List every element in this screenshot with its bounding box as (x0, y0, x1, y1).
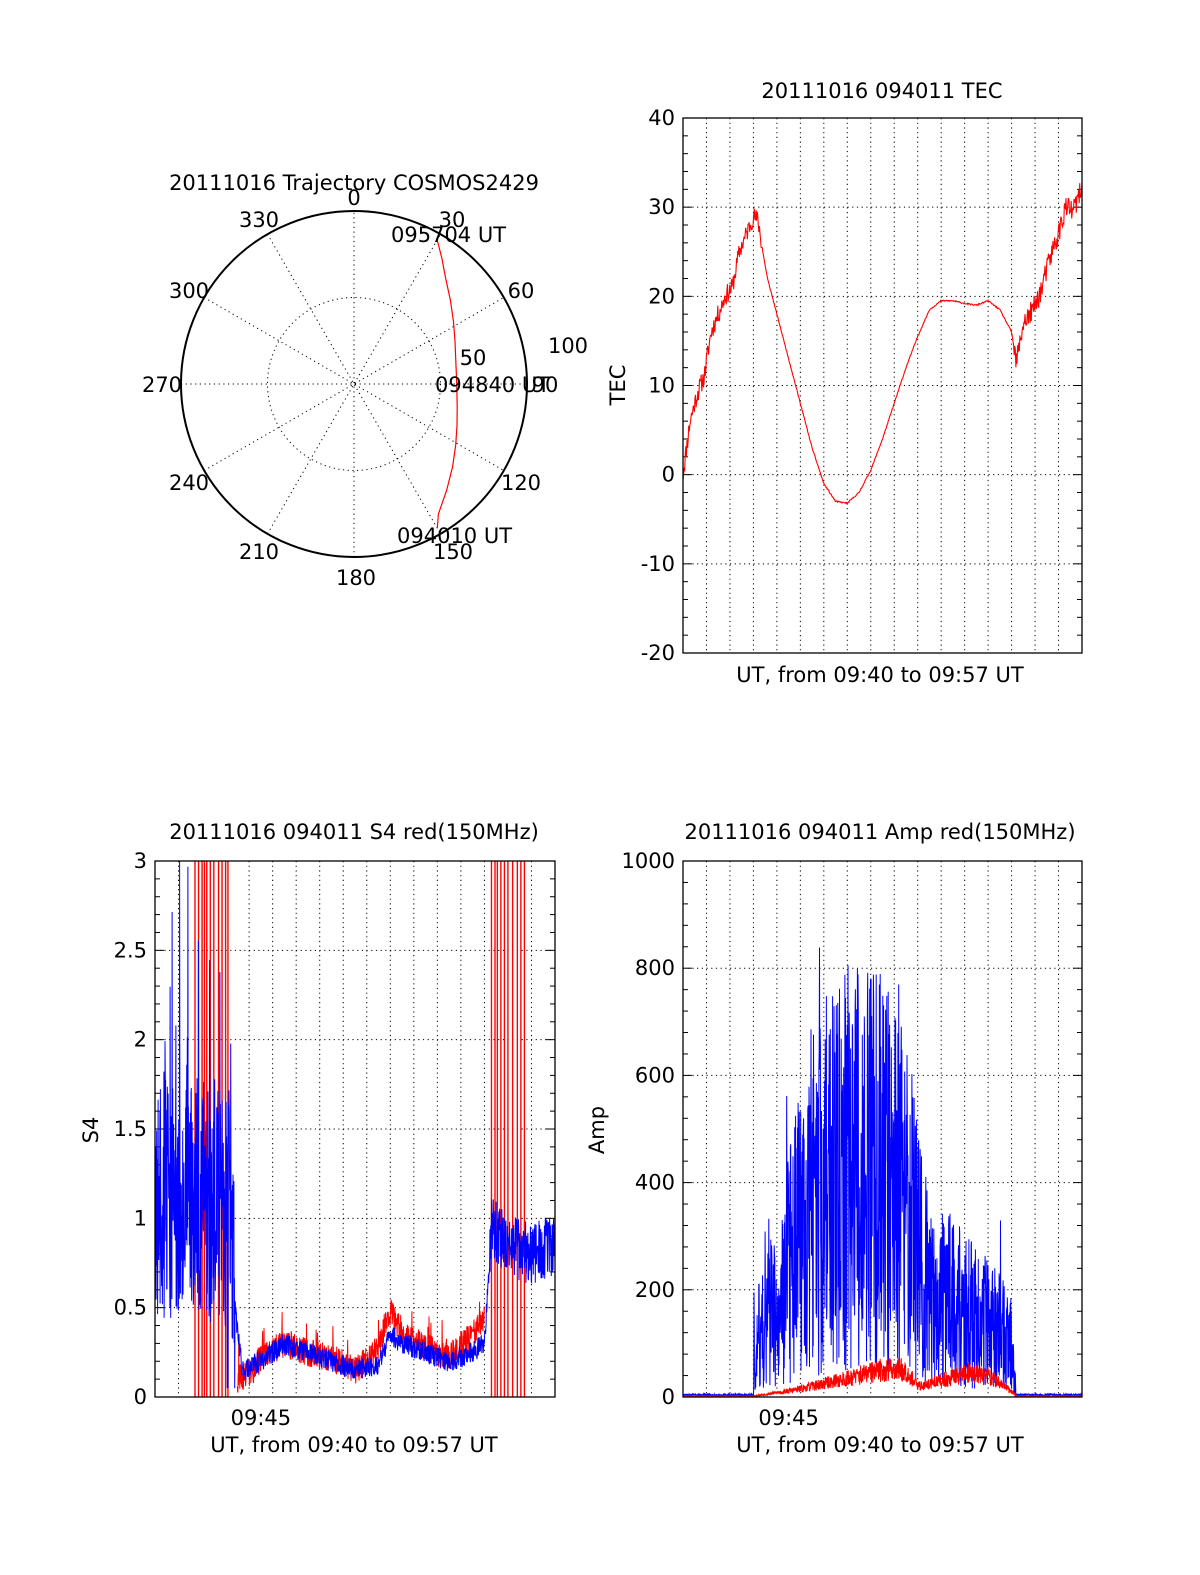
amp-title: 20111016 094011 Amp red(150MHz) (684, 820, 1075, 844)
polar-grid (181, 211, 527, 557)
tec-ytick-label: -10 (641, 552, 675, 576)
amp-xtick-label: 09:45 (758, 1406, 819, 1430)
s4-blue-series (154, 860, 556, 1389)
trajectory-track (436, 239, 458, 529)
trajectory-mid-label: 094840 UT (435, 373, 550, 397)
s4-series (154, 860, 556, 1397)
tec-ytick-label: 0 (662, 463, 675, 487)
angle-label-150: 150 (433, 540, 473, 564)
angle-label-90: 90 (532, 373, 559, 397)
tec-ytick-label: 40 (648, 106, 675, 130)
angle-label-330: 330 (239, 208, 279, 232)
tec-series (682, 182, 1083, 505)
amp-blue-series (682, 947, 1083, 1398)
s4-plot: 20111016 094011 S4 red(150MHz) 0 0.5 1 1.5 2… (79, 820, 556, 1457)
amp-red-series (683, 1357, 1082, 1398)
angle-label-120: 120 (501, 471, 541, 495)
tec-series-line (682, 182, 1083, 505)
tec-ytick-label: 10 (648, 374, 675, 398)
s4-y-ticks: 0 0.5 1 1.5 2 2.5 3 (114, 849, 555, 1409)
trajectory-start-label: 094010 UT (397, 524, 512, 548)
angle-label-210: 210 (239, 540, 279, 564)
polar-labels: 0 30 60 90 120 150 180 210 240 270 300 3… (142, 186, 588, 590)
angle-label-0: 0 (347, 186, 360, 210)
angle-label-270: 270 (142, 373, 182, 397)
trajectory-end-label: 095704 UT (391, 223, 506, 247)
amp-ytick-label: 1000 (622, 849, 675, 873)
amp-ytick-label: 0 (662, 1385, 675, 1409)
tec-grid (683, 118, 1082, 653)
s4-ytick-label: 2 (134, 1028, 147, 1052)
s4-ytick-label: 1 (134, 1206, 147, 1230)
tec-ytick-label: -20 (641, 641, 675, 665)
trajectory-title: 20111016 Trajectory COSMOS2429 (169, 171, 539, 195)
amp-y-ticks: 0 200 400 600 800 1000 (622, 849, 1082, 1409)
angle-label-180: 180 (336, 566, 376, 590)
s4-xtick-label: 09:45 (231, 1406, 292, 1430)
amp-frame (682, 860, 1083, 1398)
s4-ytick-label: 1.5 (114, 1117, 147, 1141)
polar-grid-circle (267, 297, 441, 471)
amp-plot: 20111016 094011 Amp red(150MHz) 0 200 400 6… (585, 820, 1083, 1457)
s4-ytick-label: 2.5 (114, 938, 147, 962)
angle-label-30: 30 (439, 208, 466, 232)
s4-ytick-label: 3 (134, 849, 147, 873)
tec-xlabel: UT, from 09:40 to 09:57 UT (736, 663, 1024, 687)
radial-label-100: 100 (548, 334, 588, 358)
tec-ytick-label: 30 (648, 195, 675, 219)
polar-outer-circle (180, 210, 528, 558)
amp-xlabel: UT, from 09:40 to 09:57 UT (736, 1433, 1024, 1457)
angle-label-300: 300 (169, 279, 209, 303)
tec-ylabel: TEC (606, 365, 630, 407)
s4-frame (154, 860, 556, 1398)
tec-ytick-label: 20 (648, 284, 675, 308)
angle-label-60: 60 (508, 279, 535, 303)
angle-label-240: 240 (169, 471, 209, 495)
s4-ytick-label: 0.5 (114, 1296, 147, 1320)
s4-ylabel: S4 (79, 1117, 103, 1144)
s4-title: 20111016 094011 S4 red(150MHz) (169, 820, 539, 844)
s4-xlabel: UT, from 09:40 to 09:57 UT (210, 1433, 498, 1457)
amp-series (682, 947, 1083, 1398)
amp-x-ticks: 09:45 (758, 1406, 819, 1430)
amp-ylabel: Amp (585, 1106, 609, 1154)
tec-frame (682, 117, 1083, 654)
trajectory-polar-plot: 20111016 Trajectory COSMOS2429 0 30 60 9… (142, 171, 588, 590)
tec-title: 20111016 094011 TEC (761, 79, 1002, 103)
radial-label-50: 50 (460, 346, 487, 370)
amp-ytick-label: 800 (635, 956, 675, 980)
s4-ytick-label: 0 (134, 1385, 147, 1409)
amp-ytick-label: 600 (635, 1063, 675, 1087)
amp-ytick-label: 200 (635, 1278, 675, 1302)
amp-ytick-label: 400 (635, 1171, 675, 1195)
s4-x-ticks: 09:45 (231, 1406, 292, 1430)
